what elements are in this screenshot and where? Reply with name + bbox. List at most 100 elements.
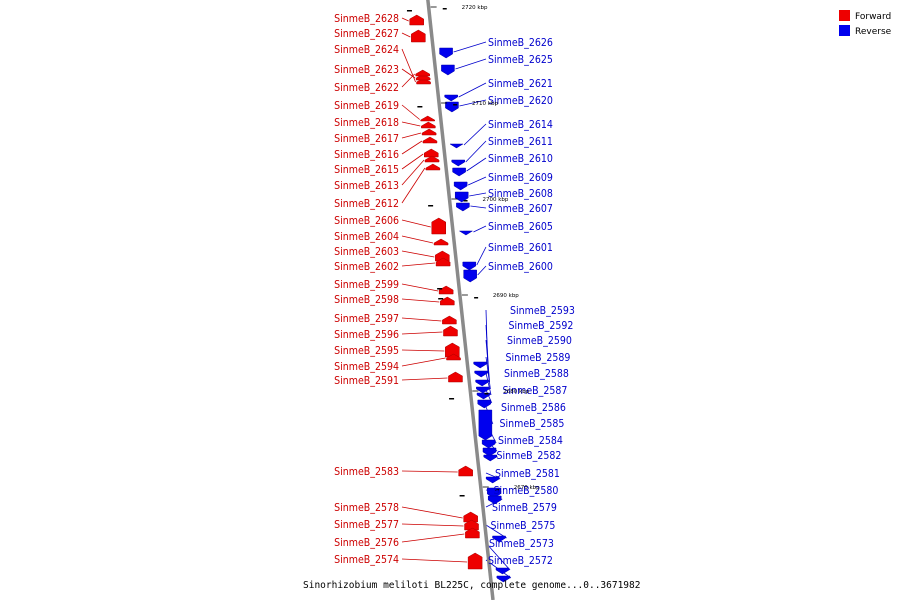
reverse-gene-label[interactable]: SinmeB_2575 — [491, 520, 556, 532]
forward-gene-feature[interactable] — [440, 296, 455, 306]
reverse-gene-label[interactable]: SinmeB_2625 — [488, 54, 553, 66]
forward-gene-label[interactable]: SinmeB_2628 — [334, 13, 399, 25]
reverse-gene-feature[interactable] — [474, 370, 488, 378]
forward-gene-label[interactable]: SinmeB_2583 — [334, 466, 399, 478]
reverse-gene-label[interactable]: SinmeB_2610 — [488, 153, 553, 165]
reverse-gene-label[interactable]: SinmeB_2614 — [488, 119, 553, 131]
reverse-gene-label[interactable]: SinmeB_2605 — [488, 221, 553, 233]
forward-gene-label[interactable]: SinmeB_2617 — [334, 133, 399, 145]
forward-gene-label[interactable]: SinmeB_2623 — [334, 64, 399, 76]
reverse-gene-feature[interactable] — [444, 94, 458, 102]
forward-gene-label[interactable]: SinmeB_2624 — [334, 44, 399, 56]
forward-gene-label[interactable]: SinmeB_2596 — [334, 329, 399, 341]
forward-gene-feature[interactable] — [465, 527, 480, 539]
reverse-gene-label[interactable]: SinmeB_2609 — [488, 172, 553, 184]
reverse-gene-label[interactable]: SinmeB_2586 — [501, 402, 566, 414]
reverse-gene-feature[interactable] — [458, 230, 474, 236]
forward-gene-feature[interactable] — [422, 136, 438, 144]
reverse-gene-feature[interactable] — [495, 567, 510, 575]
forward-gene-label[interactable]: SinmeB_2597 — [334, 313, 399, 325]
reverse-gene-feature[interactable] — [496, 575, 511, 583]
reverse-gene-label[interactable]: SinmeB_2572 — [488, 555, 553, 567]
forward-gene-label[interactable]: SinmeB_2576 — [334, 537, 399, 549]
forward-gene-feature[interactable] — [424, 148, 439, 158]
reverse-gene-feature[interactable] — [481, 439, 496, 449]
reverse-gene-feature[interactable] — [441, 64, 455, 76]
forward-gene-feature[interactable] — [411, 29, 426, 43]
forward-gene-feature[interactable] — [435, 257, 451, 267]
forward-gene-label[interactable]: SinmeB_2591 — [334, 375, 399, 387]
reverse-gene-label[interactable]: SinmeB_2611 — [488, 136, 553, 148]
forward-gene-label[interactable]: SinmeB_2598 — [334, 294, 399, 306]
forward-gene-label[interactable]: SinmeB_2618 — [334, 117, 399, 129]
reverse-gene-label[interactable]: SinmeB_2587 — [503, 385, 568, 397]
reverse-gene-feature[interactable] — [485, 476, 500, 484]
reverse-gene-label[interactable]: SinmeB_2582 — [497, 450, 562, 462]
reverse-gene-feature[interactable] — [449, 143, 464, 149]
reverse-gene-label[interactable]: SinmeB_2620 — [488, 95, 553, 107]
forward-gene-feature[interactable] — [467, 552, 483, 570]
forward-gene-feature[interactable] — [421, 121, 436, 129]
forward-gene-label[interactable]: SinmeB_2595 — [334, 345, 399, 357]
reverse-gene-feature[interactable] — [453, 181, 468, 191]
forward-gene-label[interactable]: SinmeB_2619 — [334, 100, 399, 112]
reverse-gene-feature[interactable] — [475, 379, 489, 387]
reverse-gene-label[interactable]: SinmeB_2584 — [498, 435, 563, 447]
reverse-gene-feature[interactable] — [476, 386, 490, 394]
forward-gene-feature[interactable] — [433, 238, 449, 246]
forward-gene-feature[interactable] — [425, 163, 441, 171]
forward-gene-feature[interactable] — [424, 155, 440, 163]
forward-gene-label[interactable]: SinmeB_2604 — [334, 231, 399, 243]
reverse-gene-feature[interactable] — [477, 399, 492, 409]
reverse-gene-feature[interactable] — [483, 454, 498, 462]
forward-gene-feature[interactable] — [421, 128, 437, 136]
forward-gene-feature[interactable] — [431, 217, 446, 235]
reverse-gene-label[interactable]: SinmeB_2580 — [494, 485, 559, 497]
forward-gene-feature[interactable] — [438, 285, 454, 295]
forward-gene-feature[interactable] — [415, 69, 430, 77]
reverse-gene-feature[interactable] — [452, 167, 466, 177]
reverse-gene-label[interactable]: SinmeB_2588 — [504, 368, 569, 380]
reverse-gene-label[interactable]: SinmeB_2600 — [488, 261, 553, 273]
forward-gene-label[interactable]: SinmeB_2577 — [334, 519, 399, 531]
forward-gene-label[interactable]: SinmeB_2578 — [334, 502, 399, 514]
reverse-gene-label[interactable]: SinmeB_2607 — [488, 203, 553, 215]
reverse-gene-feature[interactable] — [462, 261, 477, 271]
forward-gene-feature[interactable] — [443, 325, 458, 337]
reverse-gene-label[interactable]: SinmeB_2579 — [492, 502, 557, 514]
reverse-gene-feature[interactable] — [451, 159, 465, 167]
forward-gene-label[interactable]: SinmeB_2574 — [334, 554, 399, 566]
reverse-gene-feature[interactable] — [492, 535, 506, 543]
reverse-gene-feature[interactable] — [445, 101, 459, 113]
forward-gene-feature[interactable] — [458, 465, 473, 477]
forward-gene-feature[interactable] — [446, 353, 461, 361]
forward-gene-label[interactable]: SinmeB_2615 — [334, 164, 399, 176]
reverse-gene-label[interactable]: SinmeB_2585 — [500, 418, 565, 430]
forward-gene-label[interactable]: SinmeB_2594 — [334, 361, 399, 373]
forward-gene-label[interactable]: SinmeB_2603 — [334, 246, 399, 258]
reverse-gene-feature[interactable] — [487, 495, 502, 505]
reverse-gene-label[interactable]: SinmeB_2593 — [510, 305, 575, 317]
reverse-gene-label[interactable]: SinmeB_2590 — [507, 335, 572, 347]
reverse-gene-label[interactable]: SinmeB_2573 — [489, 538, 554, 550]
forward-gene-label[interactable]: SinmeB_2613 — [334, 180, 399, 192]
forward-gene-feature[interactable] — [420, 115, 435, 122]
forward-gene-feature[interactable] — [442, 315, 457, 325]
reverse-gene-feature[interactable] — [473, 361, 487, 369]
reverse-gene-label[interactable]: SinmeB_2626 — [488, 37, 553, 49]
forward-gene-label[interactable]: SinmeB_2606 — [334, 215, 399, 227]
reverse-gene-label[interactable]: SinmeB_2581 — [495, 468, 560, 480]
forward-gene-label[interactable]: SinmeB_2602 — [334, 261, 399, 273]
reverse-gene-feature[interactable] — [456, 202, 470, 212]
forward-gene-label[interactable]: SinmeB_2616 — [334, 149, 399, 161]
reverse-gene-label[interactable]: SinmeB_2601 — [488, 242, 553, 254]
forward-gene-label[interactable]: SinmeB_2622 — [334, 82, 399, 94]
reverse-gene-label[interactable]: SinmeB_2592 — [509, 320, 574, 332]
forward-gene-feature[interactable] — [448, 371, 463, 383]
forward-gene-label[interactable]: SinmeB_2627 — [334, 28, 399, 40]
forward-gene-label[interactable]: SinmeB_2612 — [334, 198, 399, 210]
reverse-gene-feature[interactable] — [463, 269, 477, 283]
reverse-gene-label[interactable]: SinmeB_2608 — [488, 188, 553, 200]
forward-gene-feature[interactable] — [409, 14, 424, 26]
reverse-gene-feature[interactable] — [482, 447, 497, 457]
